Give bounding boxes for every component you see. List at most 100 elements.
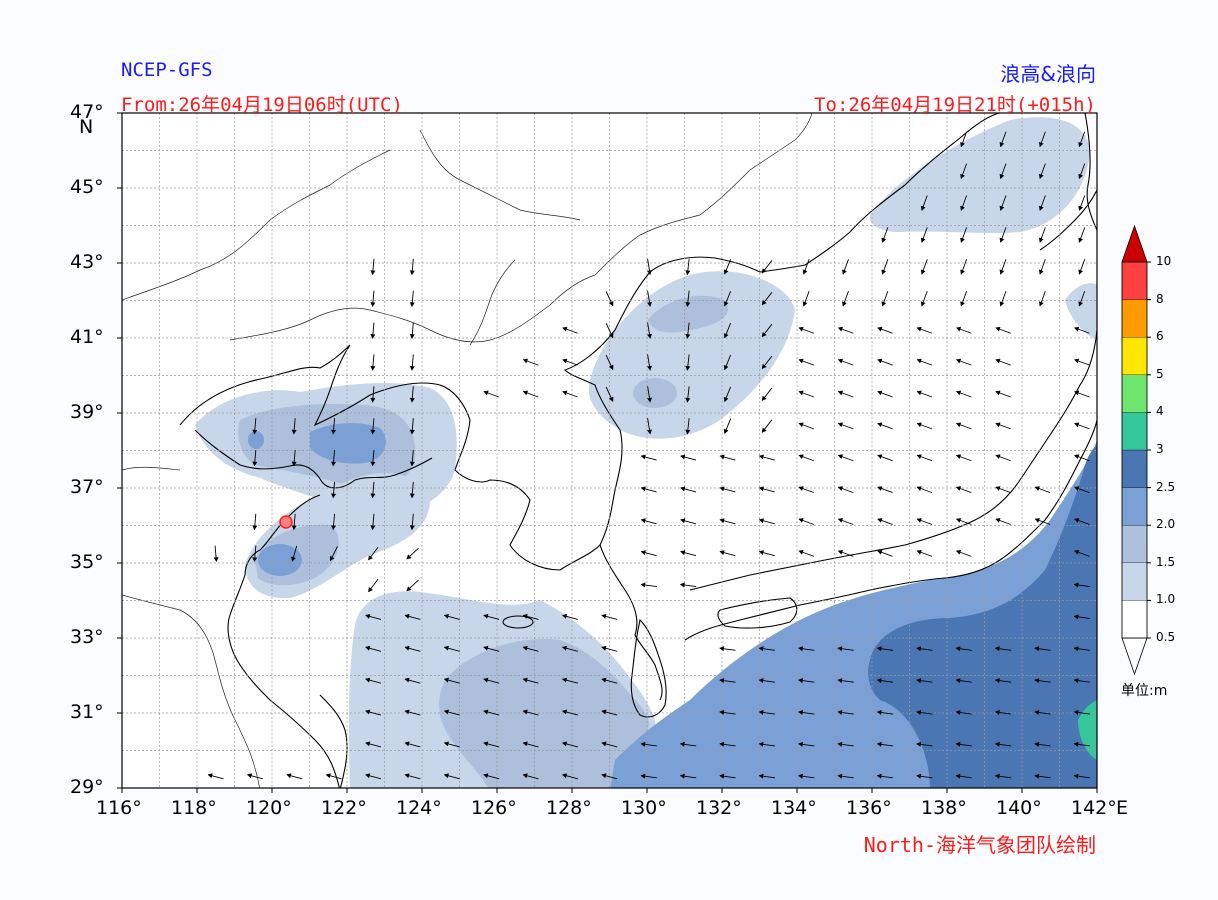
direction-arrow-head	[798, 678, 803, 684]
direction-arrow-head	[601, 645, 607, 651]
direction-arrow-head	[640, 550, 646, 556]
direction-arrow-head	[960, 141, 965, 148]
border-3	[469, 259, 516, 346]
lon-label: 118°	[171, 797, 217, 819]
direction-arrow-head	[802, 269, 808, 275]
direction-arrow-head	[719, 518, 725, 524]
direction-arrow-head	[646, 333, 652, 339]
colorbar-level-label: 4	[1156, 404, 1164, 419]
direction-arrow-head	[916, 326, 922, 332]
direction-arrow-head	[916, 454, 922, 460]
direction-arrow-head	[1074, 390, 1080, 396]
direction-arrow-head	[522, 645, 528, 651]
direction-arrow-head	[1038, 205, 1044, 211]
lon-label: 126°	[471, 797, 517, 819]
direction-arrow-head	[877, 358, 883, 364]
map-frame	[121, 112, 1098, 789]
direction-arrow-head	[370, 365, 376, 371]
direction-arrow-head	[916, 709, 922, 715]
direction-arrow-head	[837, 773, 843, 779]
lon-label: 122°	[321, 797, 367, 819]
contour-soj-3	[633, 378, 677, 408]
direction-arrow-head	[370, 270, 376, 276]
direction-arrow-head	[955, 741, 961, 747]
direction-arrow-head	[995, 326, 1001, 332]
direction-arrow-head	[1078, 301, 1084, 307]
direction-arrow-head	[994, 741, 1000, 747]
direction-arrow-head	[679, 773, 685, 779]
lon-label: 128°	[546, 797, 592, 819]
direction-arrow-head	[955, 390, 962, 396]
direction-arrow-head	[291, 525, 297, 531]
direction-arrow-head	[723, 428, 729, 434]
direction-arrow-head	[881, 301, 887, 307]
direction-arrow-head	[483, 390, 489, 396]
direction-arrow-head	[758, 678, 764, 684]
direction-arrow-head	[404, 677, 410, 683]
direction-arrow-head	[955, 709, 961, 715]
direction-arrow-head	[798, 646, 803, 652]
colorbar-level-label: 1.5	[1156, 554, 1176, 569]
direction-arrow-head	[646, 429, 652, 435]
direction-arrow-head	[483, 613, 489, 619]
direction-arrow-head	[601, 677, 607, 683]
direction-arrow-head	[960, 205, 965, 211]
direction-arrow-head	[916, 486, 922, 491]
direction-arrow-head	[719, 709, 725, 715]
direction-arrow-head	[955, 773, 961, 779]
colorbar-box	[1121, 562, 1148, 601]
colorbar-top-triangle	[1121, 224, 1148, 263]
direction-arrow-head	[561, 773, 568, 779]
direction-arrow-head	[608, 300, 614, 307]
direction-arrow-head	[646, 397, 652, 403]
direction-arrow-head	[995, 518, 1001, 523]
direction-arrow-head	[409, 461, 415, 467]
direction-arrow-head	[1073, 646, 1079, 652]
direction-arrow-head	[522, 358, 529, 364]
border-1	[122, 149, 391, 301]
direction-arrow-head	[404, 645, 410, 651]
direction-arrow-head	[646, 365, 652, 371]
direction-arrow-head	[955, 518, 962, 523]
direction-arrow-head	[876, 646, 882, 652]
direction-arrow-head	[960, 173, 965, 180]
direction-arrow-head	[291, 461, 297, 467]
direction-arrow-head	[916, 422, 922, 428]
direction-arrow-head	[877, 390, 883, 396]
direction-arrow-head	[761, 300, 767, 306]
from-time: From:26年04月19日06时(UTC)	[121, 94, 403, 116]
coast-liaodong	[179, 113, 1001, 571]
lat-unit-label: N	[79, 116, 94, 138]
direction-arrow-head	[291, 556, 296, 562]
direction-arrow-head	[406, 554, 412, 560]
direction-arrow-head	[561, 741, 568, 747]
direction-arrow-head	[758, 486, 764, 492]
direction-arrow-head	[1074, 422, 1080, 428]
lat-label: 29°	[70, 776, 104, 798]
direction-arrow-head	[1034, 486, 1040, 491]
colorbar-box	[1121, 299, 1148, 338]
direction-arrow-head	[1034, 646, 1040, 652]
direction-arrow-head	[252, 557, 258, 563]
colorbar-unit: 单位:m	[1121, 683, 1168, 699]
direction-arrow-head	[798, 358, 804, 364]
direction-arrow-head	[406, 586, 412, 592]
direction-arrow-head	[409, 270, 415, 276]
model-source: NCEP-GFS	[121, 59, 213, 81]
direction-arrow-head	[955, 326, 962, 332]
direction-arrow-head	[719, 646, 725, 652]
colorbar-box	[1121, 487, 1148, 526]
direction-arrow-head	[719, 454, 725, 460]
direction-arrow-head	[798, 549, 804, 555]
direction-arrow-head	[876, 678, 882, 684]
direction-arrow-head	[329, 555, 335, 562]
direction-arrow-head	[443, 709, 449, 715]
direction-arrow-head	[331, 493, 337, 499]
direction-arrow-head	[608, 364, 614, 371]
direction-arrow-head	[837, 518, 844, 523]
coast-kyushu	[630, 618, 667, 718]
direction-arrow-head	[999, 205, 1005, 211]
direction-arrow-head	[640, 454, 646, 460]
direction-arrow-head	[443, 773, 449, 779]
